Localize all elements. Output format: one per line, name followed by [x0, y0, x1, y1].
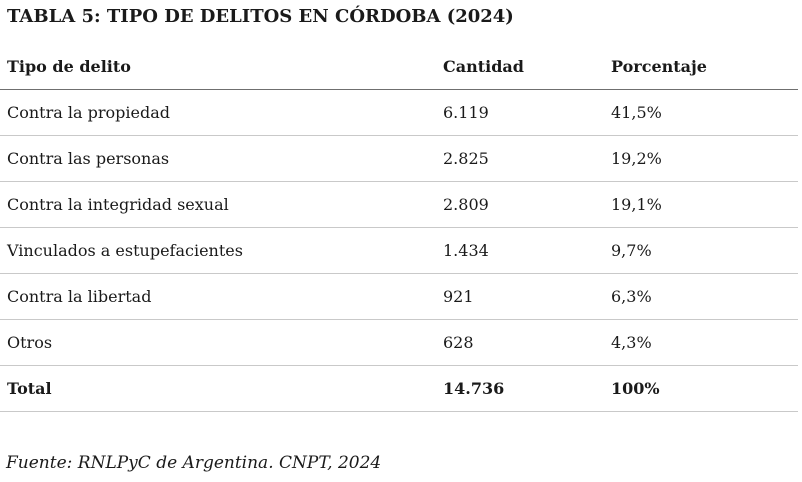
- cell-tipo: Contra la libertad: [0, 273, 436, 320]
- cell-tipo: Otros: [0, 319, 436, 366]
- table-total-row: Total 14.736 100%: [0, 365, 798, 412]
- table-row: Contra la integridad sexual 2.809 19,1%: [0, 181, 798, 228]
- cell-tipo: Contra las personas: [0, 135, 436, 182]
- cell-tipo: Vinculados a estupefacientes: [0, 227, 436, 274]
- total-label: Total: [0, 365, 436, 412]
- crime-types-table: Tipo de delito Cantidad Porcentaje Contr…: [0, 44, 798, 412]
- table-row: Otros 628 4,3%: [0, 319, 798, 366]
- total-cantidad: 14.736: [436, 365, 604, 412]
- cell-cantidad: 6.119: [436, 89, 604, 136]
- column-header-cantidad: Cantidad: [436, 44, 604, 90]
- cell-cantidad: 921: [436, 273, 604, 320]
- column-header-porcentaje: Porcentaje: [604, 44, 798, 90]
- cell-cantidad: 1.434: [436, 227, 604, 274]
- cell-cantidad: 2.809: [436, 181, 604, 228]
- cell-tipo: Contra la propiedad: [0, 89, 436, 136]
- table-title: TABLA 5: TIPO DE DELITOS EN CÓRDOBA (202…: [7, 6, 514, 27]
- cell-porcentaje: 19,1%: [604, 181, 798, 228]
- table-row: Contra la libertad 921 6,3%: [0, 273, 798, 320]
- cell-porcentaje: 4,3%: [604, 319, 798, 366]
- table-row: Contra la propiedad 6.119 41,5%: [0, 89, 798, 136]
- table-header-row: Tipo de delito Cantidad Porcentaje: [0, 44, 798, 90]
- cell-porcentaje: 6,3%: [604, 273, 798, 320]
- column-header-tipo: Tipo de delito: [0, 44, 436, 90]
- cell-porcentaje: 19,2%: [604, 135, 798, 182]
- cell-cantidad: 2.825: [436, 135, 604, 182]
- table-row: Contra las personas 2.825 19,2%: [0, 135, 798, 182]
- cell-porcentaje: 9,7%: [604, 227, 798, 274]
- cell-tipo: Contra la integridad sexual: [0, 181, 436, 228]
- cell-cantidad: 628: [436, 319, 604, 366]
- source-note: Fuente: RNLPyC de Argentina. CNPT, 2024: [6, 453, 382, 473]
- cell-porcentaje: 41,5%: [604, 89, 798, 136]
- total-porcentaje: 100%: [604, 365, 798, 412]
- table-row: Vinculados a estupefacientes 1.434 9,7%: [0, 227, 798, 274]
